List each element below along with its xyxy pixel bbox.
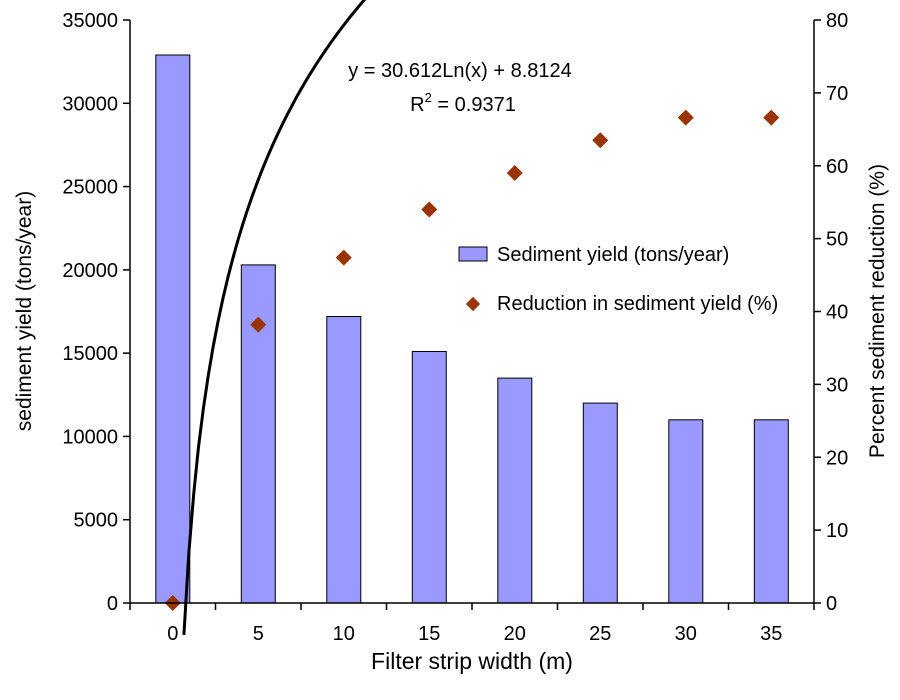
- right-y-axis-title: Percent sediment reduction (%): [866, 164, 889, 458]
- bar-15: [411, 351, 447, 604]
- legend-item-reduction: Reduction in sediment yield (%): [497, 293, 778, 315]
- reduction-point-35: [763, 109, 780, 126]
- right-tick-label: 20: [826, 447, 848, 469]
- reduction-point-25: [592, 132, 609, 149]
- x-tick-label: 30: [675, 623, 697, 645]
- x-tick-label: 35: [760, 623, 782, 645]
- r-squared-label: R2 = 0.9371: [410, 90, 516, 116]
- bar-20: [497, 377, 533, 604]
- reduction-point-15: [421, 201, 438, 218]
- legend-item-sediment-yield: Sediment yield (tons/year): [497, 244, 729, 266]
- left-tick-label: 25000: [62, 177, 118, 199]
- bar-series: [155, 54, 789, 604]
- left-tick-label: 20000: [62, 260, 118, 282]
- legend-bar-swatch: [458, 246, 488, 262]
- x-tick-label: 25: [589, 623, 611, 645]
- bar-5: [240, 264, 276, 604]
- left-tick-label: 15000: [62, 343, 118, 365]
- x-tick-label: 15: [418, 623, 440, 645]
- x-tick-label: 20: [504, 623, 526, 645]
- left-y-axis-title: sediment yield (tons/year): [13, 191, 36, 431]
- left-tick-label: 30000: [62, 93, 118, 115]
- right-tick-label: 10: [826, 520, 848, 542]
- right-tick-label: 70: [826, 83, 848, 105]
- left-tick-label: 0: [107, 593, 118, 615]
- left-tick-label: 5000: [74, 510, 119, 532]
- bar-35: [753, 419, 789, 604]
- left-tick-label: 35000: [62, 10, 118, 32]
- x-ticks: 0 5 10 15 20 25 30 35: [129, 603, 815, 645]
- right-tick-label: 80: [826, 10, 848, 32]
- right-tick-label: 40: [826, 302, 848, 324]
- left-tick-label: 10000: [62, 426, 118, 448]
- bar-25: [582, 402, 618, 604]
- x-axis-title: Filter strip width (m): [371, 648, 573, 674]
- right-tick-label: 50: [826, 229, 848, 251]
- bar-30: [668, 419, 704, 604]
- x-tick-label: 0: [167, 623, 178, 645]
- legend: Sediment yield (tons/year) Reduction in …: [458, 244, 778, 315]
- bar-10: [326, 316, 362, 604]
- reduction-point-30: [677, 109, 694, 126]
- trendline-equation: y = 30.612Ln(x) + 8.8124: [348, 60, 572, 82]
- legend-diamond-marker: [465, 296, 481, 312]
- left-y-ticks: 0 5000 10000 15000 20000 25000 30000 35000: [62, 10, 130, 615]
- x-tick-label: 5: [253, 623, 264, 645]
- right-tick-label: 60: [826, 156, 848, 178]
- reduction-point-20: [506, 165, 523, 182]
- right-tick-label: 30: [826, 374, 848, 396]
- reduction-point-5: [250, 316, 267, 333]
- right-y-ticks: 0 10 20 30 40 50 60 70 80: [814, 10, 848, 615]
- bar-0: [155, 54, 191, 604]
- x-tick-label: 10: [333, 623, 355, 645]
- reduction-markers: [164, 109, 780, 611]
- trendline: [182, 0, 367, 635]
- right-tick-label: 0: [826, 593, 837, 615]
- reduction-point-10: [335, 249, 352, 266]
